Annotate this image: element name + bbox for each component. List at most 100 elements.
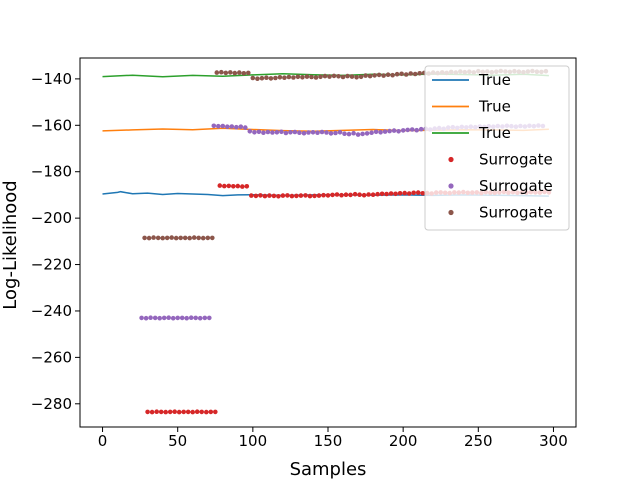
legend-label: True xyxy=(478,98,511,116)
data-point xyxy=(370,192,376,197)
data-point xyxy=(318,74,323,80)
y-tick-label: −220 xyxy=(31,256,72,274)
x-tick-label: 50 xyxy=(168,432,187,450)
data-point xyxy=(202,315,208,321)
data-point xyxy=(270,130,275,135)
data-point xyxy=(190,409,195,415)
data-point xyxy=(333,130,338,136)
axis-ticks: 0 50 100 150 200 250 300 −140 −160 −180 −200 −220 −2… xyxy=(31,70,568,450)
data-point xyxy=(178,235,183,241)
x-tick-label: 300 xyxy=(539,432,568,450)
data-point xyxy=(200,235,206,241)
data-point xyxy=(292,129,298,135)
data-point xyxy=(187,235,192,241)
data-point xyxy=(283,130,289,136)
data-point xyxy=(222,183,227,189)
data-point xyxy=(158,409,164,415)
data-point xyxy=(211,123,217,129)
data-point xyxy=(196,235,201,241)
data-point xyxy=(143,315,149,321)
data-point xyxy=(217,183,223,188)
legend-swatch-marker xyxy=(448,183,454,189)
data-point xyxy=(191,235,197,240)
data-point xyxy=(393,191,398,197)
data-point xyxy=(412,71,418,77)
data-point xyxy=(264,75,269,80)
data-point xyxy=(142,235,147,241)
data-point xyxy=(316,193,322,198)
data-point xyxy=(384,191,389,197)
data-point xyxy=(376,72,382,78)
data-point xyxy=(194,409,200,415)
data-point xyxy=(378,130,383,135)
y-tick-label: −280 xyxy=(31,395,72,413)
legend-swatch-marker xyxy=(448,156,454,163)
y-tick-label: −200 xyxy=(31,209,72,227)
y-tick-label: −260 xyxy=(31,348,72,366)
data-point xyxy=(149,409,155,415)
data-point xyxy=(148,315,153,321)
data-point xyxy=(379,191,385,197)
y-tick-label: −240 xyxy=(31,302,72,320)
y-tick-label: −180 xyxy=(31,163,72,181)
data-point xyxy=(420,191,426,196)
data-point xyxy=(417,71,423,76)
data-point xyxy=(325,193,331,198)
data-point xyxy=(414,127,420,133)
data-point xyxy=(357,192,362,197)
data-point xyxy=(241,71,247,76)
legend-label: True xyxy=(478,124,511,142)
data-point xyxy=(232,70,238,76)
data-point xyxy=(220,123,226,129)
data-point xyxy=(268,76,274,81)
data-point xyxy=(297,130,302,135)
data-point xyxy=(276,194,281,199)
data-point xyxy=(322,73,328,79)
data-point xyxy=(364,131,370,136)
data-point xyxy=(390,72,395,78)
y-tick-label: −140 xyxy=(31,70,72,88)
data-point xyxy=(146,235,152,241)
data-point xyxy=(334,192,340,197)
data-point xyxy=(182,235,188,241)
data-point xyxy=(382,129,388,134)
data-point xyxy=(336,74,341,79)
data-point xyxy=(394,71,400,77)
data-point xyxy=(225,124,230,129)
data-point xyxy=(340,74,346,80)
data-point xyxy=(303,193,308,198)
x-tick-label: 200 xyxy=(389,432,418,450)
data-point xyxy=(238,124,244,129)
data-point xyxy=(295,74,301,80)
data-point xyxy=(307,193,313,199)
data-point xyxy=(213,409,218,415)
data-point xyxy=(330,192,335,198)
data-point xyxy=(415,190,421,195)
data-point xyxy=(349,74,355,79)
data-point xyxy=(337,130,343,135)
data-point xyxy=(157,315,162,321)
data-point xyxy=(309,74,314,80)
data-point xyxy=(145,409,150,415)
data-point xyxy=(358,74,364,80)
data-point xyxy=(277,75,283,80)
data-point xyxy=(228,70,233,75)
data-point xyxy=(185,409,191,415)
data-point xyxy=(219,69,224,75)
data-point xyxy=(271,193,277,199)
data-point xyxy=(321,192,326,198)
data-point xyxy=(161,315,167,321)
data-point xyxy=(216,123,221,129)
legend: True True True Surrogate Surrogate Surrogate xyxy=(424,65,570,231)
data-point xyxy=(331,73,337,79)
data-point xyxy=(294,193,299,199)
legend-label: Surrogate xyxy=(479,151,553,169)
data-point xyxy=(388,191,394,196)
data-point xyxy=(166,315,171,321)
data-point xyxy=(342,131,347,136)
data-point xyxy=(204,409,209,415)
data-point xyxy=(163,409,168,415)
y-axis-title: Log-Likelihood xyxy=(0,180,21,309)
data-point xyxy=(226,183,232,189)
data-point xyxy=(360,131,365,137)
